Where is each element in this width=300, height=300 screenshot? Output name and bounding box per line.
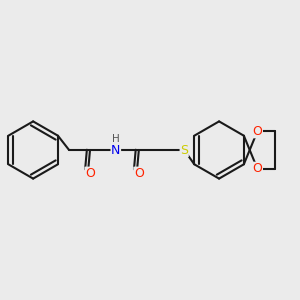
Text: O: O (85, 167, 95, 180)
Text: O: O (253, 162, 262, 175)
Text: H: H (112, 134, 120, 144)
Text: O: O (253, 125, 262, 138)
Text: N: N (111, 143, 121, 157)
Text: S: S (180, 143, 188, 157)
Text: O: O (134, 167, 144, 180)
